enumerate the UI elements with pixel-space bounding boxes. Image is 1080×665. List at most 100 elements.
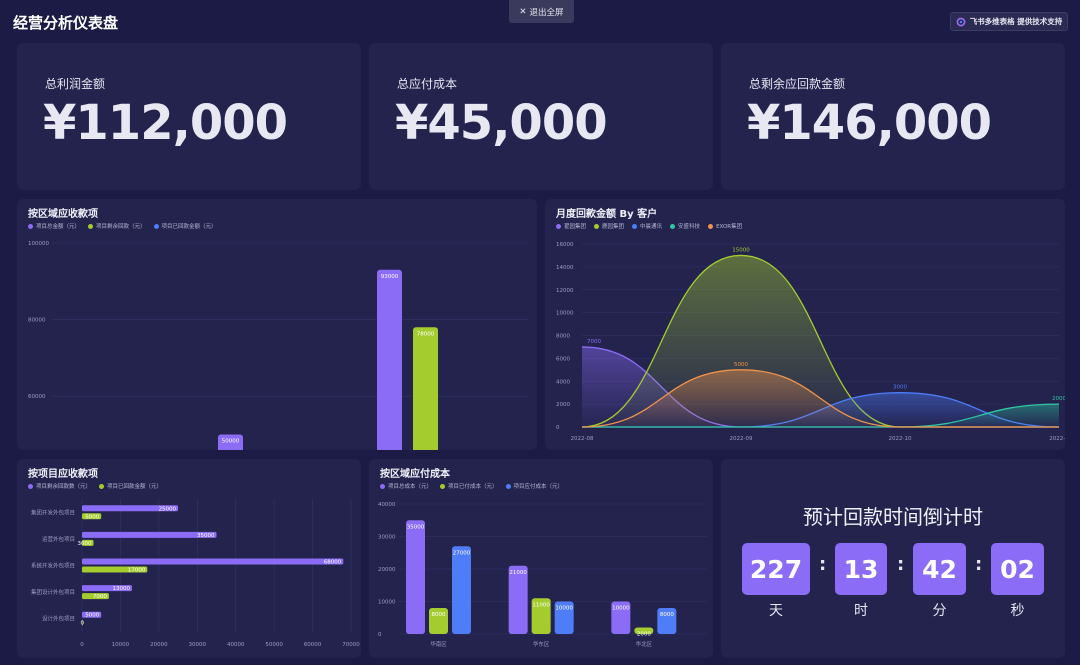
data-label: 5000 [85,613,99,619]
legend-item[interactable]: 安盛科技 [670,222,700,230]
chart-monthly-customer: 0 2000 4000 6000 8000 10000 12000 14000 16000 202… [556,242,1065,442]
x-tick-label: 60000 [304,642,322,648]
countdown-minutes: 42 [913,543,966,595]
x-tick-label: 华东区 [533,640,550,648]
x-tick-label: 50000 [265,642,283,648]
data-label: 68000 [324,560,342,566]
data-label: 17000 [128,568,146,574]
bar [82,558,344,565]
y-tick-label: 40000 [378,502,396,508]
countdown-panel: 预计回款时间倒计时 227 : 13 : 42 : 02 天 时 分 秒 [721,459,1065,658]
countdown-title: 预计回款时间倒计时 [803,505,983,529]
exit-fullscreen-button[interactable]: ✕ 退出全屏 [509,0,574,23]
chart-panel-project-receivables: 按项目应收款项 项目剩余回款数（元） 项目已回款金额（元） 0 10000 2000… [17,459,361,658]
chart-region-costs: 0 10000 20000 30000 40000 35000 8000 27000 华南区 21… [378,502,707,648]
y-tick-label: 100000 [28,241,49,247]
x-tick-label: 2022-09 [730,436,753,442]
y-tick-label: 30000 [378,535,396,541]
chart-panel-region-receivables: 按区域应收款项 项目总金额（元） 项目剩余回款（元） 项目已回款金额（元） 02… [17,199,537,450]
kpi-label: 总应付成本 [397,77,458,91]
chart-panel-monthly-customer: 月度回款金额 By 客户 翟园集团 鹿园集团 中晨通讯 安盛科技 EXOR集团 … [545,199,1065,450]
bar [634,627,654,634]
bar [82,585,132,592]
y-tick-label: 设计外包项目 [42,615,75,623]
legend-item[interactable]: 项目已回款金额（元） [153,222,217,230]
data-label: 11000 [532,602,550,608]
countdown-seconds: 02 [991,543,1044,595]
legend-item[interactable]: 项目剩余回款（元） [88,222,146,230]
countdown-unit-hours: 时 [854,603,868,619]
data-label: 78000 [417,331,435,337]
data-label: 2000 [1052,396,1065,402]
data-label: 35000 [197,533,215,539]
bar [82,505,179,512]
kpi-card-cost: 总应付成本 ¥45,000 [369,43,713,190]
data-label: 35000 [407,524,425,530]
data-label: 8000 [432,612,446,618]
bar [452,546,471,634]
countdown-unit-seconds: 秒 [1010,603,1025,619]
chart-title: 按区域应收款项 [28,209,98,220]
countdown-days: 227 [742,543,810,595]
data-label: 5000 [85,514,99,520]
data-label: 50000 [222,439,240,445]
bar [82,593,109,600]
data-label: 10000 [555,606,573,612]
bar [657,608,677,634]
data-label: 0 [81,621,85,627]
legend-item[interactable]: EXOR集团 [708,222,742,230]
legend-item[interactable]: 翟园集团 [556,222,586,230]
bar [218,434,243,450]
bar [82,513,102,520]
y-tick-label: 运营外包项目 [42,535,75,543]
kpi-value: ¥45,000 [395,95,608,151]
x-tick-label: 华北区 [636,640,653,648]
support-label: 飞书多维表格 提供技术支持 [969,17,1063,26]
legend-item[interactable]: 项目剩余回款数（元） [28,482,91,490]
chart-title: 按区域应付成本 [380,469,450,480]
legend-item[interactable]: 项目应付成本（元） [505,482,563,490]
data-label: 25000 [159,506,177,512]
bar [413,327,438,450]
legend-item[interactable]: 项目总金额（元） [28,222,80,230]
bar [429,608,448,634]
y-tick-label: 60000 [28,394,46,400]
support-badge[interactable]: 飞书多维表格 提供技术支持 [950,12,1068,31]
y-tick-label: 16000 [556,242,574,248]
chart-region-receivables: 0200004000060000800001000003500026000900… [28,241,529,450]
y-tick-label: 10000 [556,311,574,317]
data-label: 7000 [587,339,601,345]
data-label: 93000 [381,274,399,280]
y-tick-label: 14000 [556,265,574,271]
y-tick-label: 0 [378,632,382,638]
data-label: 27000 [453,550,471,556]
series-line [581,369,1059,428]
legend-item[interactable]: 项目已付成本（元） [440,482,498,490]
y-tick-label: 10000 [378,600,396,606]
dashboard-title: 经营分析仪表盘 [13,14,119,32]
x-tick-label: 20000 [150,642,168,648]
feishu-logo-icon [956,17,966,26]
legend-item[interactable]: 项目总成本（元） [380,482,432,490]
kpi-label: 总剩余应回款金额 [749,77,846,91]
y-tick-label: 12000 [556,288,574,294]
kpi-card-profit: 总利润金额 ¥112,000 [17,43,361,190]
series-area [582,404,1059,427]
data-label: 10000 [612,606,630,612]
data-label: 3000 [893,385,907,391]
legend-item[interactable]: 中晨通讯 [632,222,662,230]
data-label: 7000 [93,594,107,600]
bar [377,269,402,450]
x-tick-label: 2022-1 [1049,436,1065,442]
y-tick-label: 8000 [556,334,570,340]
bar [611,601,631,634]
y-tick-label: 20000 [378,567,396,573]
chart-legend: 项目剩余回款数（元） 项目已回款金额（元） [28,482,162,490]
kpi-label: 总利润金额 [45,77,106,91]
chart-panel-region-costs: 按区域应付成本 项目总成本（元） 项目已付成本（元） 项目应付成本（元） 0 10… [369,459,713,658]
data-label: 3000 [78,541,92,547]
countdown-unit-days: 天 [769,603,783,619]
legend-item[interactable]: 项目已回款金额（元） [99,482,162,490]
chart-title: 月度回款金额 By 客户 [556,209,658,220]
legend-item[interactable]: 鹿园集团 [594,222,624,230]
